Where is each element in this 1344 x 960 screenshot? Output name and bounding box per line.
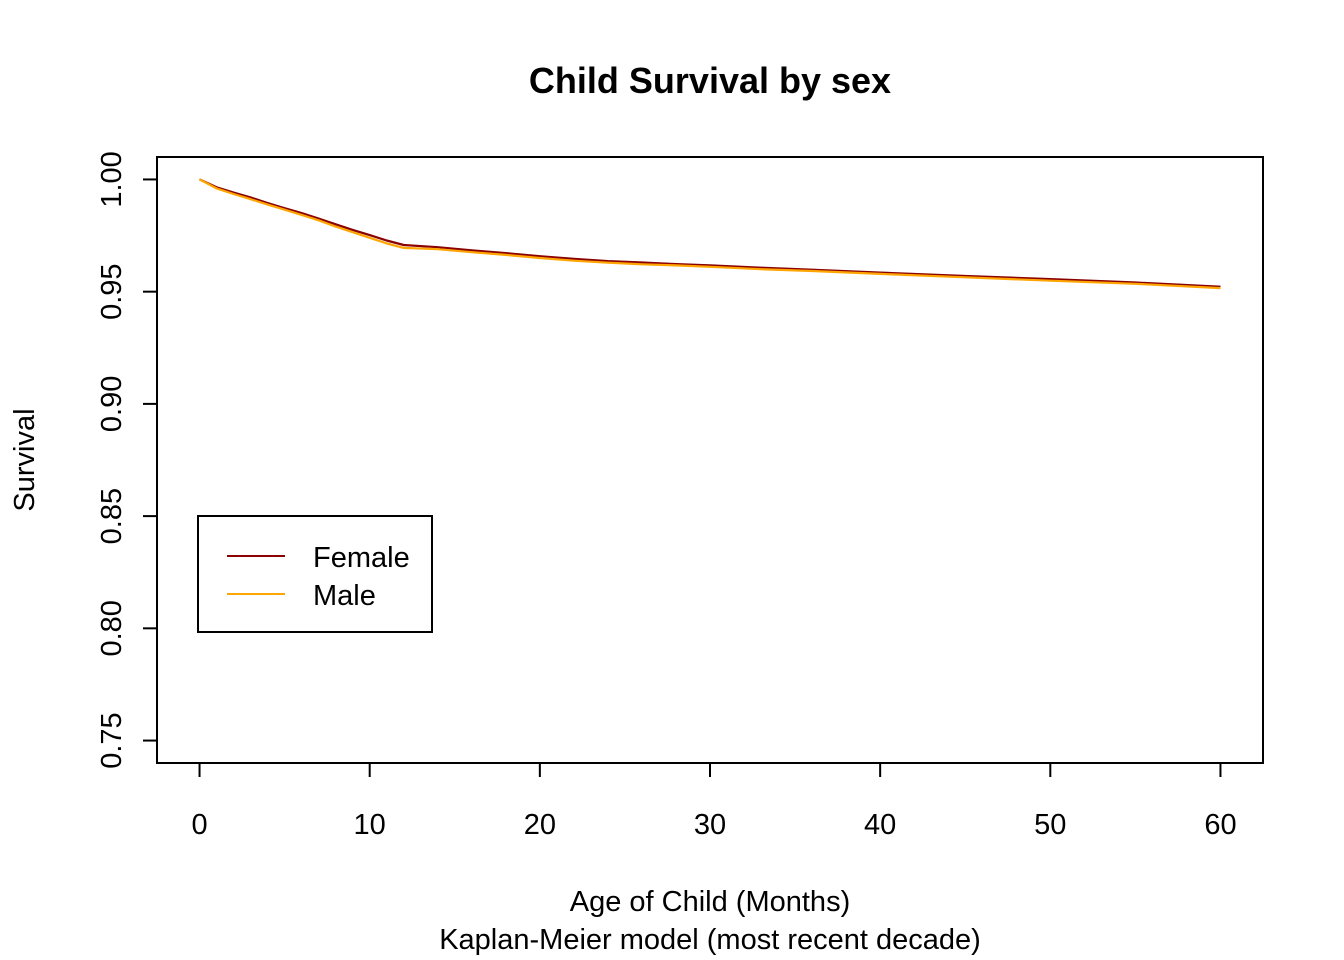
legend-label-male: Male bbox=[313, 580, 376, 612]
x-axis-label: Age of Child (Months) bbox=[570, 886, 850, 918]
legend: Female Male bbox=[197, 515, 433, 633]
y-tick-label: 0.85 bbox=[96, 488, 128, 544]
x-tick-label: 40 bbox=[864, 809, 896, 841]
legend-label-female: Female bbox=[313, 542, 410, 574]
chart-subtitle: Kaplan-Meier model (most recent decade) bbox=[439, 924, 981, 956]
x-tick-label: 50 bbox=[1034, 809, 1066, 841]
y-tick-label: 0.95 bbox=[96, 263, 128, 319]
y-axis-label: Survival bbox=[9, 408, 41, 511]
y-tick-label: 0.80 bbox=[96, 600, 128, 656]
y-axis: 0.75 0.80 0.85 0.90 0.95 1.00 bbox=[96, 151, 158, 769]
legend-box bbox=[197, 515, 433, 633]
x-axis: 0 10 20 30 40 50 60 bbox=[191, 762, 1237, 841]
x-tick-label: 10 bbox=[354, 809, 386, 841]
series-layer bbox=[198, 178, 1221, 290]
x-tick-label: 20 bbox=[524, 809, 556, 841]
series-line-male bbox=[198, 178, 1221, 290]
chart-title: Child Survival by sex bbox=[529, 60, 891, 101]
x-tick-label: 60 bbox=[1204, 809, 1236, 841]
y-tick-label: 0.75 bbox=[96, 712, 128, 768]
x-tick-label: 30 bbox=[694, 809, 726, 841]
y-tick-label: 0.90 bbox=[96, 376, 128, 432]
plot-frame bbox=[156, 156, 1264, 764]
x-tick-label: 0 bbox=[191, 809, 207, 841]
series-line-female bbox=[199, 178, 1221, 288]
y-tick-label: 1.00 bbox=[96, 151, 128, 207]
